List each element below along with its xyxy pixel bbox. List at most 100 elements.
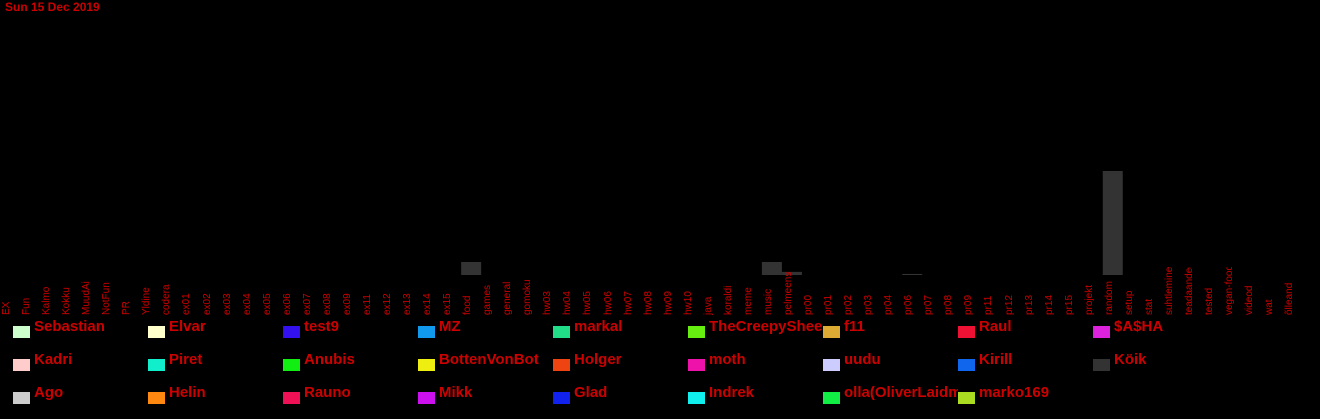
legend-item: Raul	[958, 316, 1093, 338]
legend-item: $A$HA	[1093, 316, 1228, 338]
tick-label-64: õlleand	[1284, 282, 1296, 315]
legend-label: moth	[709, 351, 746, 368]
tick-label-16: ex08	[321, 293, 333, 315]
tick-label-8: codera	[161, 284, 173, 315]
tick-label-5: NotFun	[101, 282, 113, 315]
legend-item: Sebastian	[13, 316, 148, 338]
legend-label: Raul	[979, 318, 1012, 335]
tick-label-42: pr02	[843, 294, 855, 315]
tick-label-50: pr12	[1003, 294, 1015, 315]
tick-label-19: ex12	[381, 293, 393, 315]
tick-label-55: random	[1103, 281, 1115, 315]
tick-label-49: pr11	[983, 295, 995, 315]
legend-item: Köik	[1093, 349, 1228, 371]
legend-swatch	[13, 326, 30, 338]
legend-item: TheCreepySheep	[688, 316, 823, 338]
tick-label-61: vegan-food	[1224, 267, 1236, 315]
tick-label-27: hw03	[542, 291, 554, 315]
bar-pr06	[902, 273, 923, 275]
legend-label: $A$HA	[1114, 318, 1164, 335]
tick-label-22: ex15	[442, 293, 454, 315]
legend-label: Elvar	[169, 318, 206, 335]
legend-label: Indrek	[709, 384, 755, 401]
tick-label-15: ex07	[301, 293, 313, 315]
tick-label-0: EX	[1, 301, 12, 315]
legend-label: TheCreepySheep	[709, 318, 823, 335]
legend-swatch	[283, 392, 300, 404]
tick-label-39: pelmeens	[782, 271, 794, 315]
legend-label: Rauno	[304, 384, 351, 401]
tick-label-4: MuudAi	[81, 281, 93, 315]
tick-label-24: games	[482, 284, 494, 315]
legend-swatch	[283, 326, 300, 338]
legend-item: Mikk	[418, 382, 553, 404]
legend-swatch	[958, 326, 975, 338]
tick-label-32: hw08	[642, 291, 654, 315]
legend-swatch	[418, 359, 435, 371]
legend-item: Ago	[13, 382, 148, 404]
tick-label-21: ex14	[422, 293, 434, 315]
tick-label-60: tested	[1204, 287, 1215, 315]
tick-label-57: stat	[1143, 298, 1155, 315]
legend-swatch	[688, 359, 705, 371]
bar-random	[1102, 171, 1123, 275]
legend-item: Elvar	[148, 316, 283, 338]
tick-label-47: pr08	[943, 294, 955, 315]
tick-label-62: videod	[1244, 285, 1256, 315]
legend-item: Glad	[553, 382, 688, 404]
legend-label: Piret	[169, 351, 203, 368]
legend-item: Anubis	[283, 349, 418, 371]
legend-label: Köik	[1114, 351, 1147, 368]
tick-label-30: hw06	[602, 291, 614, 315]
legend-label: Sebastian	[34, 318, 105, 335]
tick-label-48: pr09	[963, 294, 975, 315]
legend-label: BottenVonBot	[439, 351, 539, 368]
legend-item: test9	[283, 316, 418, 338]
legend-item: Kirill	[958, 349, 1093, 371]
tick-label-9: ex01	[181, 293, 193, 315]
tick-label-18: ex11	[361, 294, 373, 315]
legend-swatch	[823, 359, 840, 371]
tick-label-14: ex06	[281, 293, 293, 315]
legend-item: uudu	[823, 349, 958, 371]
legend-item: BottenVonBot	[418, 349, 553, 371]
legend-item: Helin	[148, 382, 283, 404]
bar-pelmeens	[781, 271, 802, 275]
tick-label-10: ex02	[201, 293, 213, 315]
legend-label: Mikk	[439, 384, 473, 401]
chart-plot	[461, 171, 1123, 275]
legend-swatch	[148, 359, 165, 371]
chart-date: Sun 15 Dec 2019	[5, 0, 100, 14]
tick-label-52: pr14	[1043, 294, 1055, 315]
tick-label-25: general	[502, 281, 514, 315]
legend-label: Helin	[169, 384, 206, 401]
tick-label-51: pr13	[1023, 294, 1035, 315]
tick-label-44: pr04	[883, 294, 895, 315]
tick-label-43: pr03	[863, 294, 875, 315]
tick-label-3: Kokku	[61, 287, 73, 315]
tick-label-28: hw04	[562, 291, 574, 315]
legend-label: test9	[304, 318, 340, 335]
tick-label-26: gomoku	[522, 279, 534, 315]
legend-item: f11	[823, 316, 958, 338]
legend-swatch	[418, 392, 435, 404]
legend-swatch	[688, 326, 705, 338]
tick-label-20: ex13	[402, 293, 413, 315]
legend-swatch	[283, 359, 300, 371]
tick-label-1: Fun	[21, 297, 33, 315]
legend-label: Anubis	[304, 351, 355, 368]
legend-swatch	[688, 392, 705, 404]
legend-item: moth	[688, 349, 823, 371]
legend-label: Glad	[574, 384, 608, 401]
legend-item: markal	[553, 316, 688, 338]
legend-label: f11	[844, 318, 865, 335]
legend-item: Indrek	[688, 382, 823, 404]
legend-label: olla(OliverLaidma)	[844, 384, 958, 401]
legend-item: Kadri	[13, 349, 148, 371]
tick-label-11: ex03	[221, 293, 233, 315]
legend-label: uudu	[844, 351, 881, 368]
tick-label-13: ex05	[261, 293, 273, 315]
tick-label-36: koraldi	[722, 285, 734, 315]
tick-label-46: pr07	[923, 294, 935, 315]
tick-label-33: hw09	[662, 291, 674, 315]
